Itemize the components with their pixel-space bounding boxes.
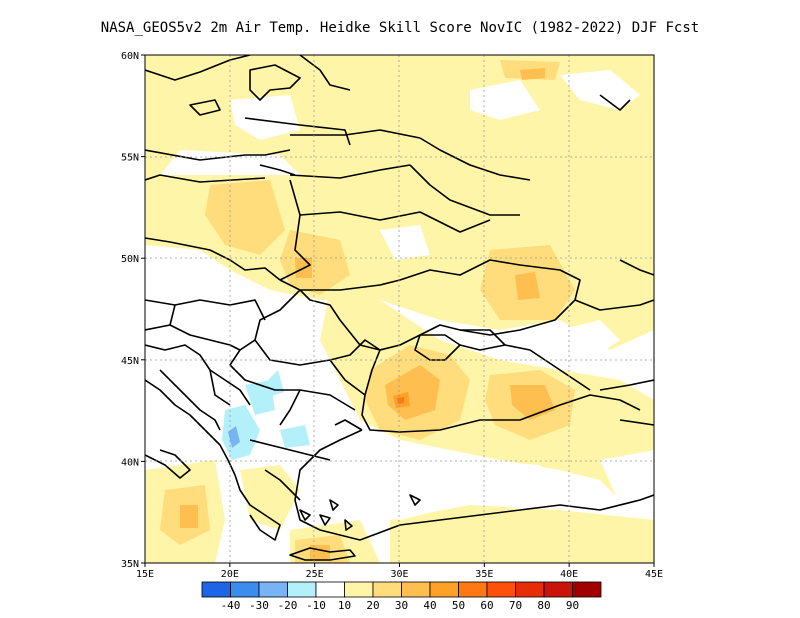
- colorbar-swatch: [201, 581, 231, 598]
- lon-tick-label: 40E: [560, 569, 578, 580]
- colorbar-label: 80: [537, 599, 550, 612]
- colorbar-label: 90: [566, 599, 579, 612]
- lat-tick-label: 55N: [121, 153, 139, 164]
- coastlines-borders: [145, 55, 654, 561]
- colorbar-swatch: [401, 581, 431, 598]
- colorbar-label: 60: [480, 599, 493, 612]
- colorbar-swatch: [230, 581, 260, 598]
- shade-50-60: [397, 397, 404, 404]
- colorbar-label: -40: [221, 599, 241, 612]
- shade-below-10: [145, 70, 654, 520]
- colorbar-swatch: [543, 581, 573, 598]
- colorbar-swatch: [572, 581, 602, 598]
- colorbar-label: 40: [423, 599, 436, 612]
- colorbar-label: 20: [366, 599, 379, 612]
- skill-score-shading: [145, 55, 654, 563]
- colorbar-swatch: [258, 581, 288, 598]
- shade-minus-20: [228, 426, 240, 448]
- lon-tick-label: 45E: [645, 569, 663, 580]
- colorbar-swatch: [372, 581, 402, 598]
- lat-tick-label: 60N: [121, 51, 139, 62]
- colorbar-swatch: [429, 581, 459, 598]
- lon-tick-label: 15E: [136, 569, 154, 580]
- colorbar-swatch: [515, 581, 545, 598]
- colorbar-label: 50: [452, 599, 465, 612]
- colorbar-label: -20: [278, 599, 298, 612]
- colorbar-swatch: [458, 581, 488, 598]
- lat-axis: 35N 40N 45N 50N 55N 60N: [121, 51, 145, 570]
- colorbar-label: 30: [395, 599, 408, 612]
- lat-tick-label: 35N: [121, 559, 139, 570]
- shade-minus-10: [222, 370, 310, 460]
- lat-tick-label: 45N: [121, 356, 139, 367]
- map-title: NASA_GEOS5v2 2m Air Temp. Heidke Skill S…: [100, 20, 700, 36]
- lon-tick-label: 20E: [221, 569, 239, 580]
- colorbar-swatch: [486, 581, 516, 598]
- colorbar-label: -10: [306, 599, 326, 612]
- lon-axis: 15E 20E 25E 30E 35E 40E 45E: [136, 563, 663, 580]
- colorbar-swatch: [315, 581, 345, 598]
- shade-20-30: [160, 60, 575, 563]
- colorbar-swatch: [344, 581, 374, 598]
- lon-tick-label: 25E: [306, 569, 324, 580]
- colorbar-label: -30: [249, 599, 269, 612]
- lat-tick-label: 50N: [121, 254, 139, 265]
- colorbar: -40 -30 -20 -10 10 20 30 40 50 60 70 80 90: [201, 581, 602, 612]
- colorbar-swatch: [287, 581, 317, 598]
- colorbar-label: 70: [509, 599, 522, 612]
- lat-tick-label: 40N: [121, 457, 139, 468]
- colorbar-label: 10: [338, 599, 351, 612]
- lon-tick-label: 35E: [475, 569, 493, 580]
- lon-tick-label: 30E: [390, 569, 408, 580]
